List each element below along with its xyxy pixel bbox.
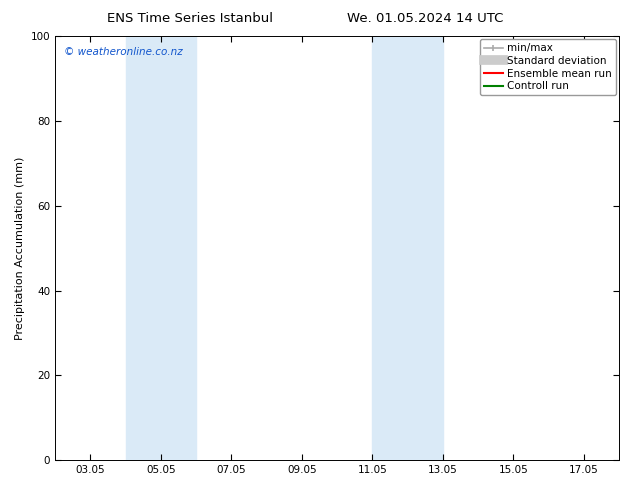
Y-axis label: Precipitation Accumulation (mm): Precipitation Accumulation (mm) <box>15 156 25 340</box>
Text: © weatheronline.co.nz: © weatheronline.co.nz <box>63 47 182 57</box>
Text: We. 01.05.2024 14 UTC: We. 01.05.2024 14 UTC <box>347 12 503 25</box>
Text: ENS Time Series Istanbul: ENS Time Series Istanbul <box>107 12 273 25</box>
Legend: min/max, Standard deviation, Ensemble mean run, Controll run: min/max, Standard deviation, Ensemble me… <box>480 39 616 96</box>
Bar <box>126 36 196 460</box>
Bar <box>372 36 443 460</box>
